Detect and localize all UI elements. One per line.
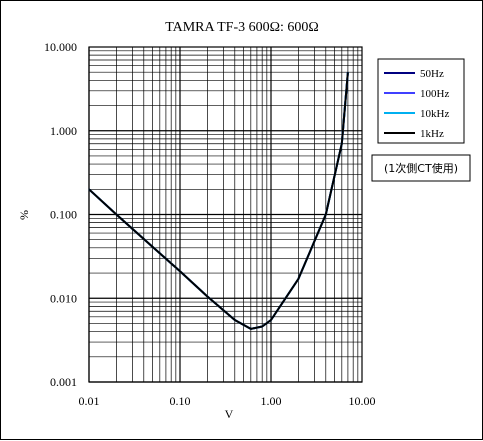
ct-note: (1次側CT使用) (371, 154, 471, 182)
legend-label: 1kHz (420, 128, 444, 140)
chart-title: TAMRA TF-3 600Ω: 600Ω (165, 20, 319, 35)
y-tick-label: 0.001 (50, 375, 77, 389)
note-box (371, 154, 471, 182)
series-line (88, 72, 349, 330)
series-lines (88, 72, 349, 330)
y-tick-label: 0.010 (50, 291, 77, 305)
x-axis-label: V (225, 407, 234, 421)
series-line (88, 72, 349, 330)
tick-labels: 0.01 0.10 1.00 10.00 10.000 1.000 0.100 0.010 0.… (44, 40, 376, 408)
y-tick-label: 0.100 (50, 208, 77, 222)
x-tick-label: 0.01 (79, 394, 100, 408)
legend: 50Hz 100Hz 10kHz 1kHz (377, 58, 465, 144)
legend-label: 100Hz (420, 88, 449, 100)
legend-label: 50Hz (420, 68, 444, 80)
note-text: (1次側CT使用) (384, 161, 458, 175)
series-line (88, 72, 349, 330)
grid-lines (88, 47, 362, 383)
y-tick-label: 10.000 (44, 40, 77, 54)
x-tick-label: 10.00 (349, 394, 376, 408)
series-line (88, 72, 349, 330)
plot-area-border (88, 46, 363, 383)
legend-label: 10kHz (420, 108, 449, 120)
y-tick-label: 1.000 (50, 124, 77, 138)
x-tick-label: 0.10 (170, 394, 191, 408)
x-tick-label: 1.00 (261, 394, 282, 408)
y-axis-label: % (17, 210, 31, 220)
